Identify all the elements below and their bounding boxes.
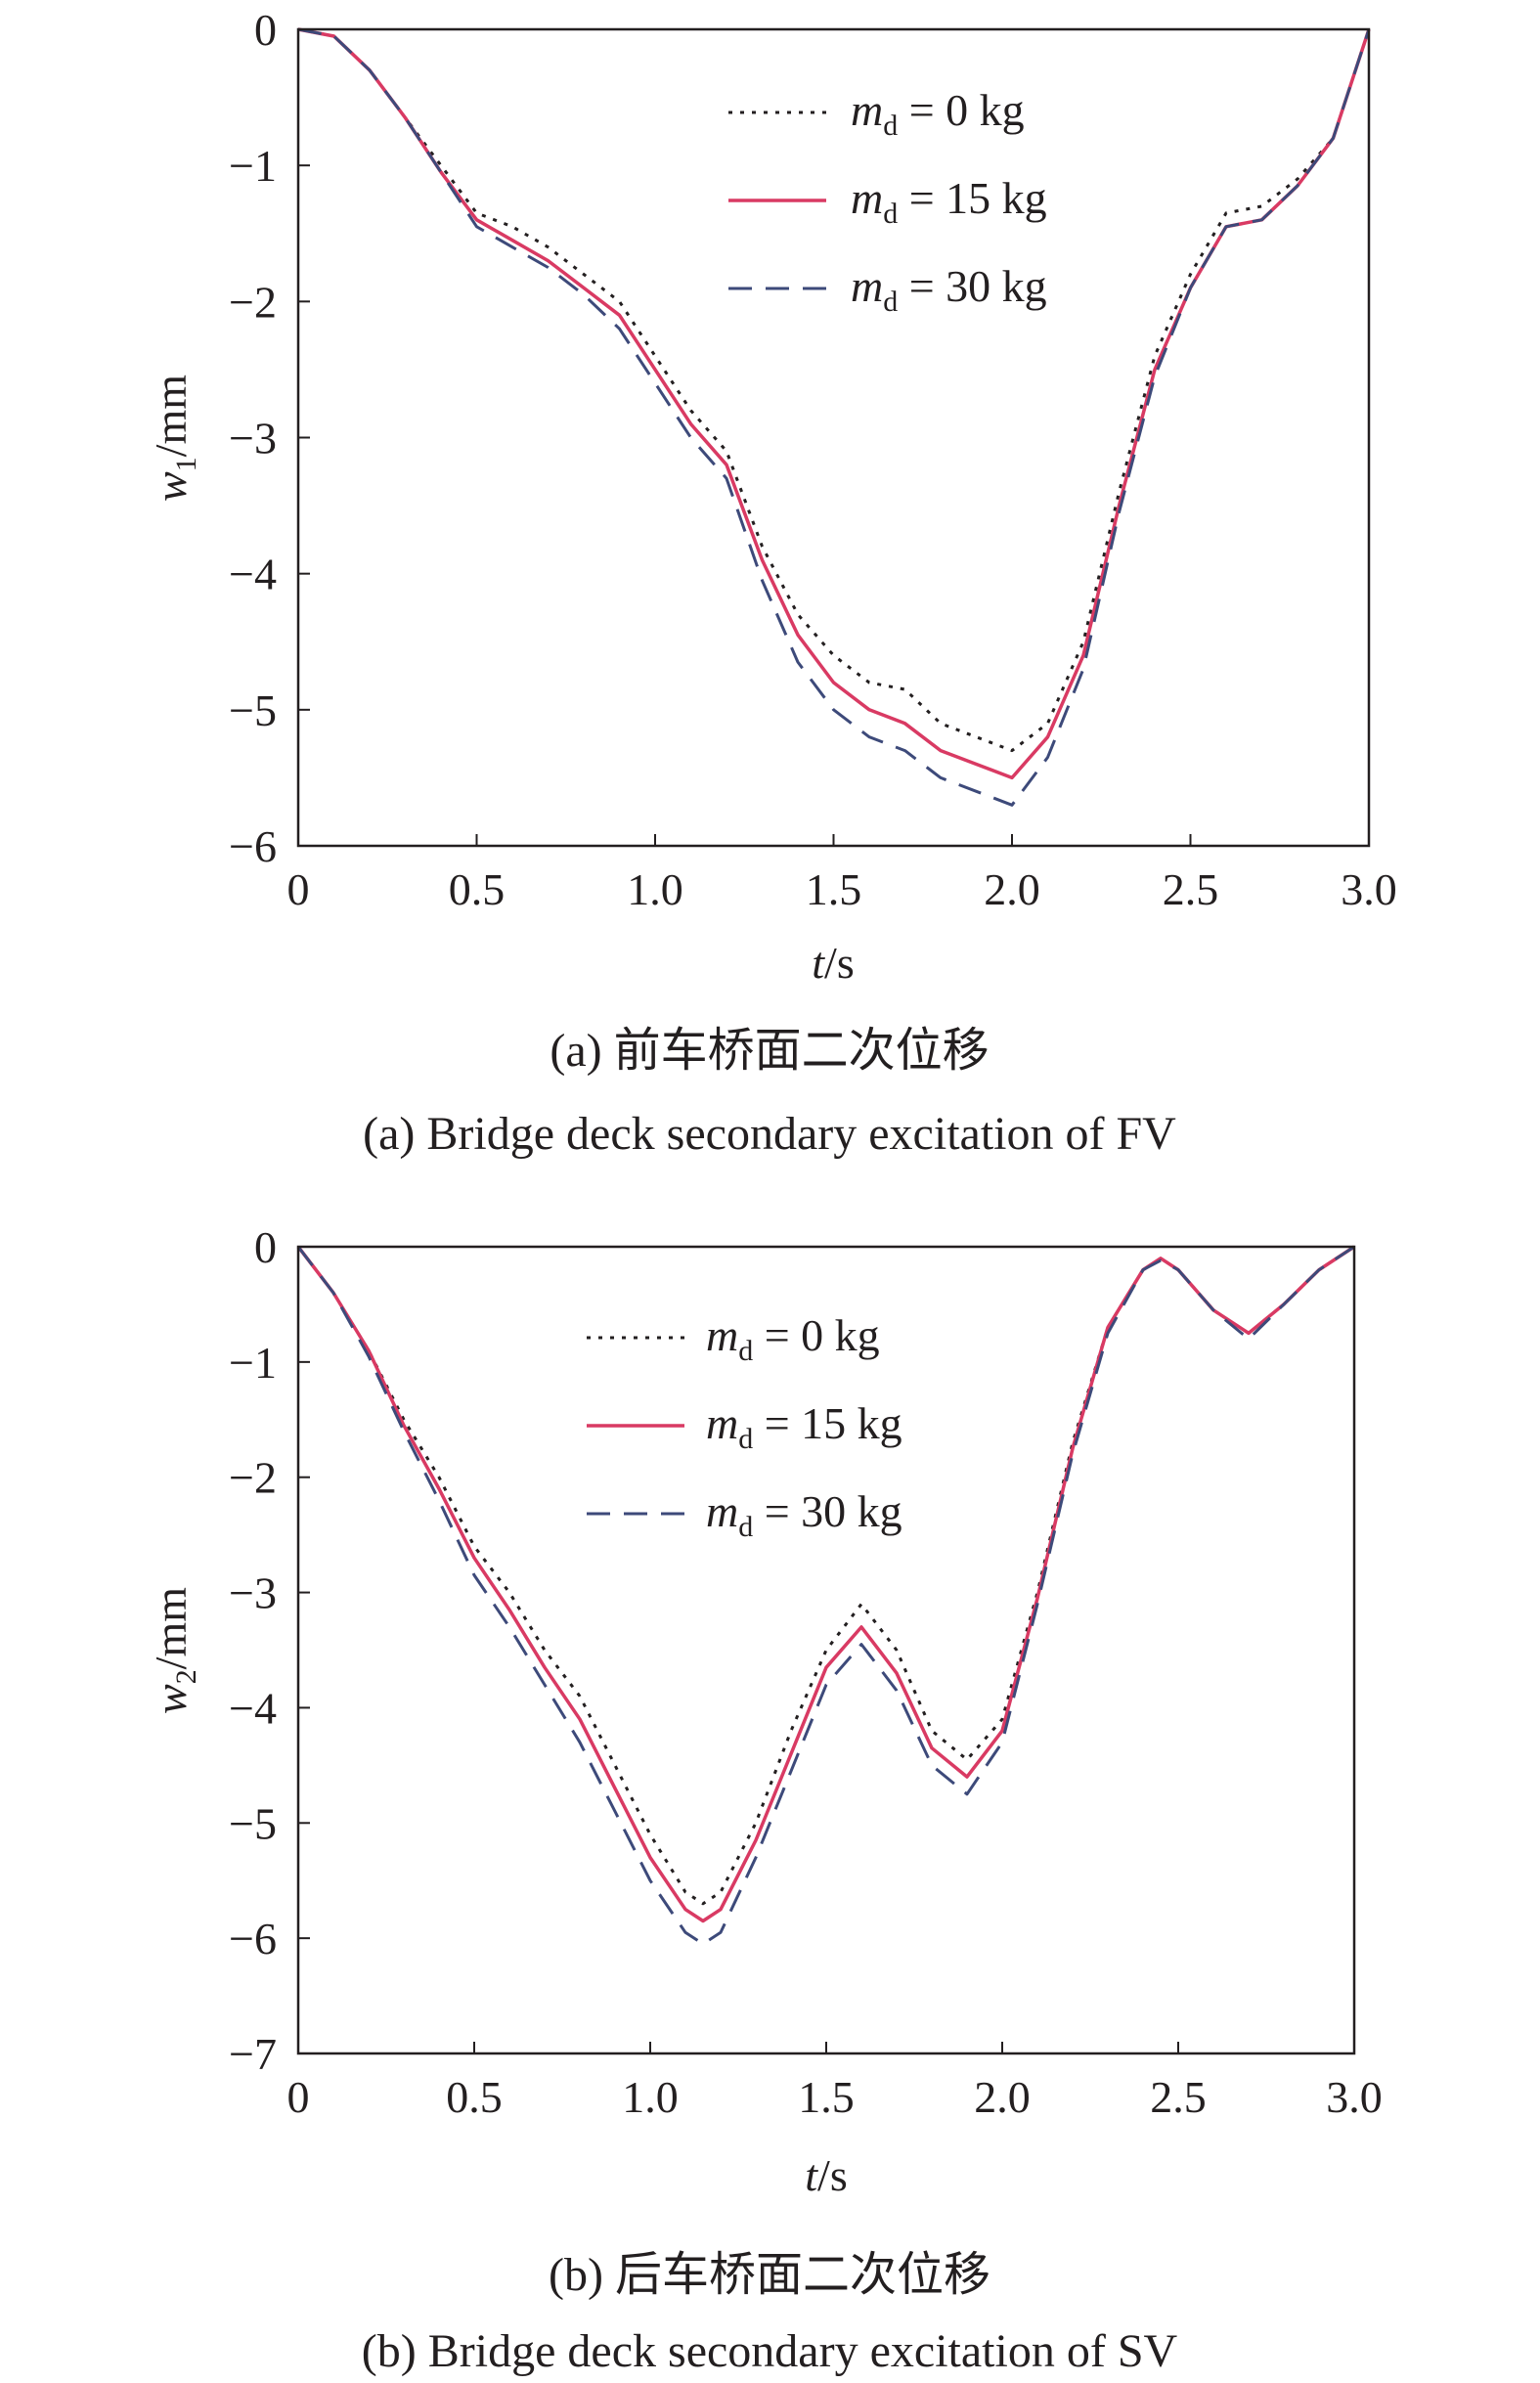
y-tick-label: −6: [229, 1914, 277, 1964]
y-tick-label: −2: [229, 277, 277, 327]
x-tick-label: 3.0: [1341, 864, 1397, 914]
series-line-solid-b: [296, 1245, 1355, 1923]
y-tick-label: −7: [229, 2029, 277, 2079]
x-tick-label: 3.0: [1326, 2072, 1383, 2122]
caption-en-a: (a) Bridge deck secondary excitation of …: [363, 1108, 1176, 1160]
y-tick-label: −5: [229, 685, 277, 735]
series-line-dashed-b: [296, 1245, 1355, 1946]
chart-panel-b: 0 0.5 1.0 1.5 2.0 2.5 3.0 0 −1 −2 −3 −4 −5 −6 −7 t/s w…: [146, 1222, 1383, 2377]
y-tick-label: −1: [229, 1338, 277, 1388]
y-tick-label: −1: [229, 141, 277, 191]
ticks-group-b: 0 0.5 1.0 1.5 2.0 2.5 3.0 0 −1 −2 −3 −4 −5 −6 −7: [229, 1222, 1383, 2122]
x-axis-unit-b: /s: [817, 2150, 848, 2200]
y-axis-unit-b: /mm: [146, 1587, 196, 1670]
legend-b: md = 0 kg md = 15 kg md = 30 kg: [587, 1310, 902, 1543]
plot-frame-b: [296, 1245, 1356, 2055]
caption-en-b: (b) Bridge deck secondary excitation of …: [362, 2325, 1178, 2377]
chart-panel-a: 0 0.5 1.0 1.5 2.0 2.5 3.00−1−2−3−4−5−6 t/s w1/…: [146, 5, 1397, 1160]
x-axis-var-a: t: [812, 938, 825, 988]
series-line-dashed-a: [297, 27, 1371, 807]
legend-label-30kg-a: md = 30 kg: [851, 261, 1047, 318]
y-axis-label-a: w1/mm: [146, 375, 202, 502]
x-tick-label: 2.5: [1150, 2072, 1207, 2122]
y-tick-label: −3: [229, 1568, 277, 1618]
y-tick-label: 0: [254, 1222, 277, 1272]
y-tick-label: −4: [229, 550, 277, 599]
legend-label-0kg-a: md = 0 kg: [851, 85, 1025, 142]
x-tick-label: 0: [287, 864, 310, 914]
legend-label-30kg-b: md = 30 kg: [706, 1486, 902, 1543]
x-axis-unit-a: /s: [824, 938, 855, 988]
caption-cn-b: (b) 后车桥面二次位移: [549, 2249, 990, 2301]
y-tick-label: −5: [229, 1798, 277, 1848]
legend-a: md = 0 kg md = 15 kg md = 30 kg: [728, 85, 1047, 318]
y-tick-label: −4: [229, 1683, 277, 1733]
x-tick-label: 2.0: [984, 864, 1040, 914]
y-tick-label: 0: [254, 5, 277, 55]
legend-label-0kg-b: md = 0 kg: [706, 1310, 880, 1367]
y-axis-sub-b: 2: [170, 1669, 202, 1684]
y-axis-label-b: w2/mm: [146, 1587, 202, 1714]
x-tick-label: 1.0: [627, 864, 683, 914]
ticks-group-a: 0 0.5 1.0 1.5 2.0 2.5 3.0 0 −1 −2 −3 −4 −5 −6: [229, 5, 1397, 914]
series-line-dotted-a: [297, 27, 1371, 753]
y-axis-var-b: w: [146, 1684, 196, 1714]
legend-label-15kg-b: md = 15 kg: [706, 1398, 902, 1455]
x-axis-label-a: t/s: [812, 938, 854, 988]
x-tick-label: 1.5: [806, 864, 862, 914]
series-line-solid-a: [297, 27, 1371, 780]
series-group-b: [296, 1245, 1355, 1946]
x-tick-label: 2.5: [1163, 864, 1219, 914]
caption-cn-a: (a) 前车桥面二次位移: [550, 1025, 989, 1077]
series-group-a: [297, 27, 1371, 807]
y-axis-unit-a: /mm: [146, 375, 196, 458]
y-axis-var-a: w: [146, 471, 196, 502]
legend-label-15kg-a: md = 15 kg: [851, 173, 1047, 230]
x-axis-label-b: t/s: [805, 2150, 847, 2200]
y-tick-label: −3: [229, 414, 277, 463]
plot-frame-a: [296, 27, 1371, 848]
x-tick-label: 2.0: [974, 2072, 1031, 2122]
x-tick-label: 0.5: [449, 864, 506, 914]
y-tick-label: −6: [229, 821, 277, 871]
y-axis-sub-a: 1: [170, 457, 202, 471]
y-tick-label: −2: [229, 1453, 277, 1503]
x-tick-label: 1.5: [798, 2072, 855, 2122]
x-axis-var-b: t: [805, 2150, 818, 2200]
x-tick-label: 0.5: [446, 2072, 503, 2122]
series-line-dotted-b: [296, 1245, 1355, 1906]
x-tick-label: 0: [287, 2072, 310, 2122]
x-tick-label: 1.0: [622, 2072, 679, 2122]
